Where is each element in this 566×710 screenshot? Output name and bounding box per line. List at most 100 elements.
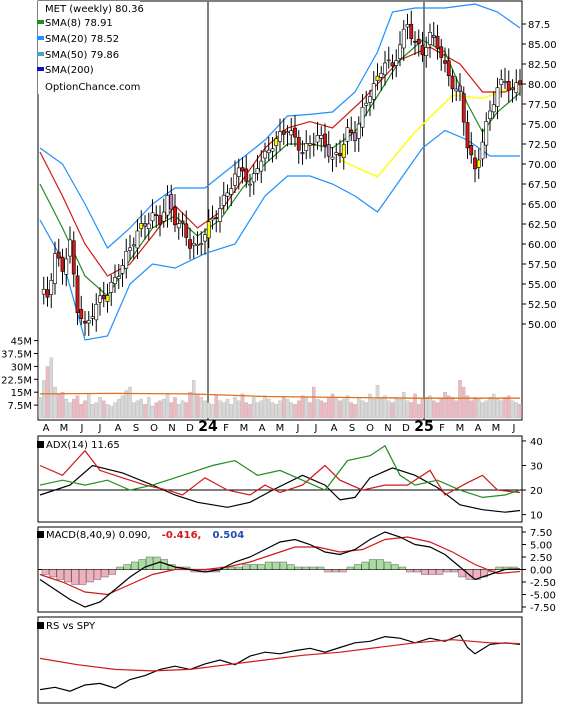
candle [158,215,162,225]
volume-bar [109,405,114,419]
candle [79,309,84,320]
x-axis-label: O [366,423,374,434]
candle [293,127,297,138]
candle [113,277,117,284]
macd-histogram-bar [406,569,414,573]
sma200-line [339,83,521,178]
candle [383,62,387,76]
volume-bar [401,392,406,419]
volume-bar [450,397,455,419]
volume-bar [75,395,80,419]
candle [495,87,500,107]
x-axis-label: J [314,423,318,434]
candle [143,223,147,227]
volume-bar [458,380,462,419]
volume-bar [281,397,286,419]
candle [480,141,485,160]
x-axis-label: A [475,423,482,434]
candle [439,46,444,58]
macd-histogram-bar [235,566,243,570]
volume-bar [405,400,410,419]
candle [364,102,369,106]
volume-bar [53,386,57,419]
candle [323,133,327,147]
macd-histogram-bar [64,569,72,583]
candle [49,280,54,295]
legend-swatch-sma50 [37,52,44,56]
volume-bar [413,393,417,419]
price-tick-label: 65.00 [528,200,557,211]
price-panel [37,0,523,421]
volume-bar [87,393,91,419]
macd-histogram-bar [145,556,154,570]
volume-bar [143,404,147,419]
svg-text:MACD(8,40,9) 0.090, -0: MACD(8,40,9) 0.090, -0.416, 0.504 [46,530,244,541]
candle [90,316,95,319]
volume-bar [416,404,421,419]
candle [270,148,275,152]
price-tick-label: 67.50 [528,180,557,191]
volume-bar [349,402,353,419]
price-tick-label: 75.00 [528,120,557,131]
volume-bar [488,397,492,419]
candle [330,156,335,160]
volume-bar [514,402,519,419]
candle [218,208,222,222]
x-axis-label: S [349,423,355,434]
candle [191,243,196,246]
candle [518,80,522,85]
candle [413,40,417,43]
candle [180,220,185,224]
volume-bar [38,397,42,419]
volume-bar [338,400,342,419]
volume-bar [308,402,312,419]
macd-histogram-bar [324,569,332,573]
candle [315,135,320,143]
x-axis-label: M [492,423,501,434]
volume-bar [102,400,106,419]
adx-series-0 [39,464,521,513]
volume-bar [57,393,61,419]
adx-label: ADX(14) 11.65 [37,440,120,451]
candle [184,223,189,238]
candle [225,192,230,197]
candle [210,218,215,221]
volume-bar [191,380,196,419]
volume-bar [131,402,136,419]
macd-histogram-bar [86,569,94,583]
volume-bar [139,398,143,419]
legend-swatch-sma8 [37,20,44,24]
macd-tick-label: 5.00 [530,541,552,552]
x-axis-label: J [98,423,102,434]
candle [176,223,181,229]
candle [240,167,245,172]
x-axis-label: 24 [198,419,218,435]
macd-tick-label: -5.00 [530,591,556,602]
rs-label: RS vs SPY [37,621,96,632]
volume-bar [248,404,252,419]
macd-line [39,531,521,608]
volume-bar [233,397,237,419]
candle [353,132,357,142]
candle [146,223,151,229]
macd-histogram-bar [264,561,273,570]
candle [319,135,324,139]
macd-histogram-bar [287,564,295,570]
macd-histogram-bar [413,569,421,573]
volume-bar [375,385,380,419]
candle [488,110,492,119]
macd-value: MACD(8,40,9) 0.090, [46,530,151,541]
legend-sma8: SMA(8) 78.91 [45,18,113,29]
macd-histogram-bar [309,566,317,570]
macd-histogram-bar [131,561,139,570]
price-tick-label: 50.00 [528,320,557,331]
legend-swatch-sma200 [37,67,44,71]
candle [139,223,144,229]
x-axis-label: O [150,423,158,434]
candle [304,143,309,151]
volume-bar [398,398,402,419]
candle [375,75,380,81]
candle [150,212,155,222]
macd-histogram-bar [458,569,466,578]
